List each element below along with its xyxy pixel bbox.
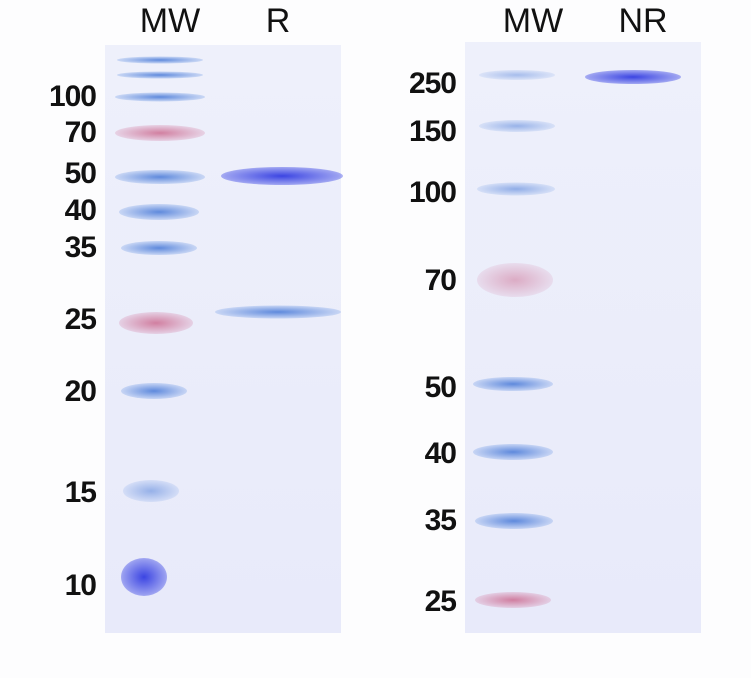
marker-label: 150 bbox=[408, 115, 457, 148]
ladder-band bbox=[121, 241, 197, 255]
ladder-band bbox=[475, 513, 553, 529]
lane-header-mw-2: MW bbox=[502, 2, 564, 40]
ladder-band bbox=[479, 120, 555, 132]
marker-label: 35 bbox=[424, 504, 457, 537]
sample-band-heavy-chain bbox=[221, 167, 343, 185]
ladder-band bbox=[119, 312, 193, 334]
ladder-band bbox=[473, 377, 553, 391]
lane-header-nr: NR bbox=[618, 2, 668, 40]
ladder-band bbox=[119, 204, 199, 220]
marker-label: 70 bbox=[64, 116, 97, 149]
marker-label: 20 bbox=[64, 375, 97, 408]
marker-label: 35 bbox=[64, 231, 97, 264]
marker-label: 40 bbox=[424, 437, 457, 470]
marker-label: 100 bbox=[408, 176, 457, 209]
ladder-band bbox=[477, 182, 555, 196]
ladder-band bbox=[477, 263, 553, 297]
marker-label: 70 bbox=[424, 264, 457, 297]
ladder-band bbox=[473, 444, 553, 460]
lane-header-mw-1: MW bbox=[139, 2, 201, 40]
marker-label: 25 bbox=[64, 303, 97, 336]
sample-band-light-chain bbox=[215, 305, 341, 319]
marker-label: 50 bbox=[64, 157, 97, 190]
gel-nonreduced bbox=[465, 42, 701, 633]
lane-header-r: R bbox=[265, 2, 291, 40]
ladder-band bbox=[117, 56, 203, 64]
marker-label: 10 bbox=[64, 569, 97, 602]
ladder-band bbox=[115, 92, 205, 102]
marker-label: 25 bbox=[424, 585, 457, 618]
gel-reduced bbox=[105, 45, 343, 633]
marker-label: 100 bbox=[48, 80, 97, 113]
sample-band-intact bbox=[585, 70, 681, 84]
ladder-band bbox=[121, 383, 187, 399]
marker-label: 50 bbox=[424, 371, 457, 404]
ladder-band bbox=[115, 125, 205, 141]
marker-label: 15 bbox=[64, 476, 97, 509]
ladder-band bbox=[115, 170, 205, 184]
ladder-band bbox=[121, 558, 167, 596]
marker-label: 40 bbox=[64, 194, 97, 227]
ladder-band bbox=[479, 70, 555, 80]
marker-label: 250 bbox=[408, 67, 457, 100]
ladder-band bbox=[117, 71, 203, 79]
ladder-band bbox=[475, 592, 551, 608]
ladder-band bbox=[123, 480, 179, 502]
